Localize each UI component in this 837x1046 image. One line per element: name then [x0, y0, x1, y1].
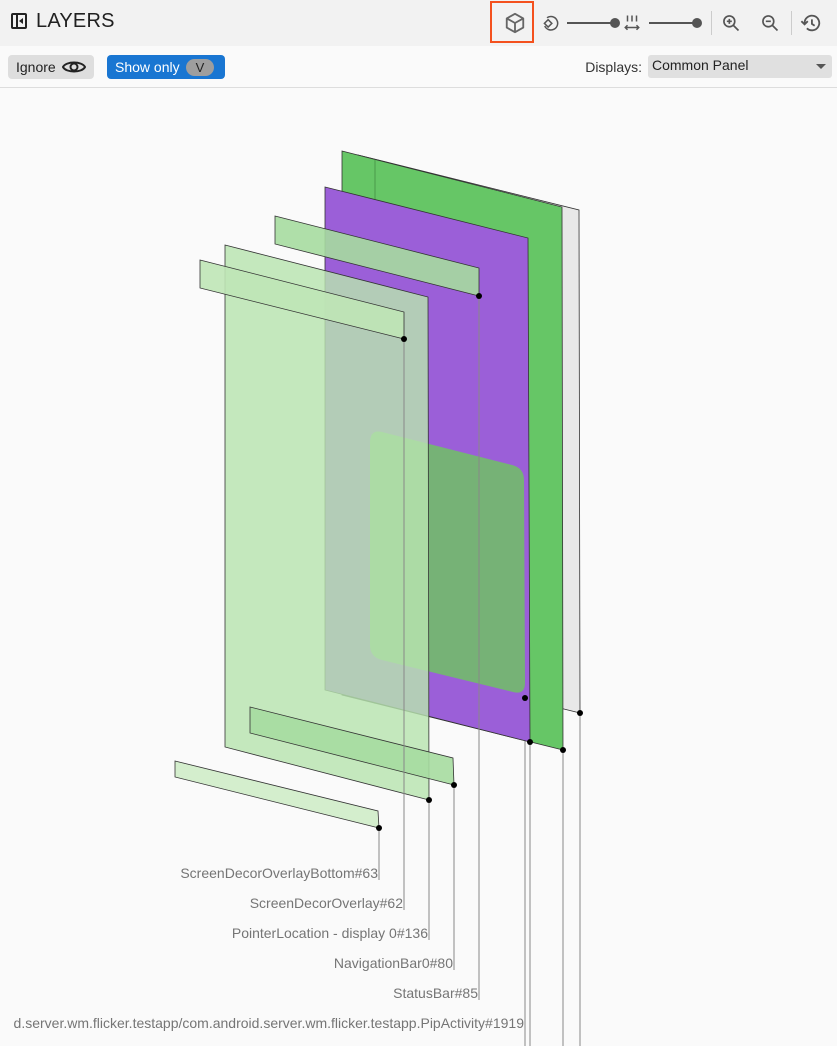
anchor-dot	[522, 695, 528, 701]
show-only-label: Show only	[115, 59, 180, 75]
rotation-slider-knob[interactable]	[610, 18, 620, 28]
ignore-label: Ignore	[16, 59, 56, 75]
3d-view-button-highlight	[490, 1, 534, 43]
layer-label[interactable]: PointerLocation - display 0#136	[232, 925, 428, 941]
reset-history-icon	[800, 14, 821, 32]
header: LAYERS	[0, 0, 837, 46]
displays-select[interactable]: Common Panel	[648, 55, 832, 78]
spacing-slider-knob[interactable]	[692, 18, 702, 28]
3d-view-icon	[505, 12, 525, 34]
collapse-panel-icon[interactable]	[11, 13, 27, 29]
rotate-button[interactable]	[540, 0, 560, 46]
layers-3d-canvas[interactable]: ScreenDecorOverlayBottom#63 ScreenDecorO…	[0, 88, 837, 1046]
anchor-dot	[527, 739, 533, 745]
spacing-slider[interactable]	[649, 22, 697, 24]
show-only-button[interactable]: Show only V	[107, 55, 225, 79]
anchor-dot	[426, 797, 432, 803]
anchor-dot	[577, 710, 583, 716]
reset-view-button[interactable]	[799, 0, 823, 46]
panel-title: LAYERS	[36, 10, 115, 32]
ignore-button[interactable]: Ignore	[8, 55, 94, 79]
anchor-dot	[401, 336, 407, 342]
zoom-in-icon	[723, 15, 740, 32]
displays-label: Displays:	[585, 59, 642, 75]
zoom-out-button[interactable]	[759, 0, 781, 46]
rotate-icon	[543, 15, 559, 31]
3d-view-button[interactable]	[502, 0, 528, 46]
layer-label[interactable]: NavigationBar0#80	[334, 955, 453, 971]
divider	[711, 11, 712, 35]
anchor-dot	[376, 825, 382, 831]
layer-label[interactable]: StatusBar#85	[393, 985, 478, 1001]
layer-label[interactable]: d.server.wm.flicker.testapp/com.android.…	[14, 1015, 525, 1031]
divider	[791, 11, 792, 35]
layer-label[interactable]: ScreenDecorOverlayBottom#63	[180, 865, 378, 881]
filter-bar: Ignore Show only V Displays: Common Pane…	[0, 46, 837, 88]
visible-chip: V	[185, 58, 215, 76]
spacing-icon	[624, 15, 640, 31]
zoom-out-icon	[762, 15, 779, 32]
anchor-dot	[476, 293, 482, 299]
rotation-slider[interactable]	[567, 22, 615, 24]
eye-icon	[61, 61, 86, 73]
displays-value: Common Panel	[652, 57, 749, 73]
anchor-dot	[560, 747, 566, 753]
dropdown-arrow-icon	[816, 64, 826, 69]
anchor-dot	[451, 782, 457, 788]
layer-label[interactable]: ScreenDecorOverlay#62	[250, 895, 404, 911]
zoom-in-button[interactable]	[720, 0, 742, 46]
spacing-button[interactable]	[622, 0, 642, 46]
